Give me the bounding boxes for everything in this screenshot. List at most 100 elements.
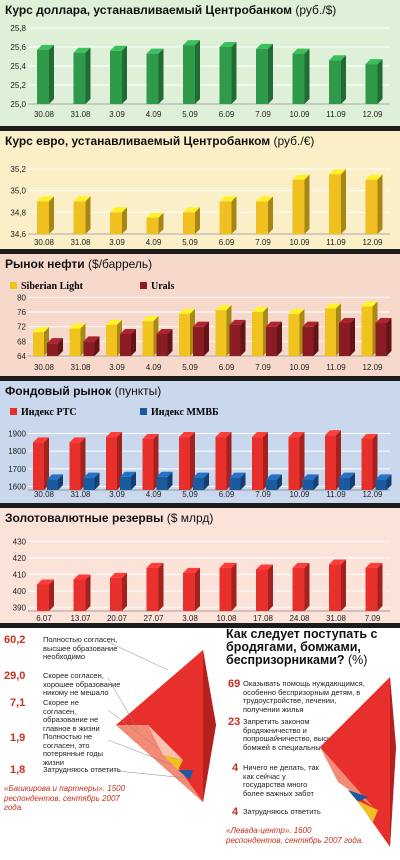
leader-line <box>108 677 139 731</box>
divider <box>0 503 400 508</box>
bar <box>219 562 237 611</box>
x-tick-label: 20.07 <box>107 614 128 623</box>
survey1-pie <box>108 641 216 802</box>
survey1-slice-1 <box>116 725 203 802</box>
survey1-label-3: Полностью не согласен, это потерянные го… <box>43 732 104 767</box>
x-tick-label: 5.09 <box>182 363 198 372</box>
bar-series-1 <box>33 327 49 356</box>
x-tick-label: 4.09 <box>146 490 162 499</box>
x-tick-label: 12.09 <box>362 110 383 119</box>
survey1-slice-4 <box>178 770 193 780</box>
survey1-slice-0 <box>203 650 216 802</box>
survey2-pie-face <box>320 677 396 847</box>
survey2-value-0: 69 <box>228 678 241 690</box>
bar <box>256 196 273 234</box>
y-tick-label: 35,2 <box>10 165 26 174</box>
divider <box>0 249 400 254</box>
bar-series-2 <box>83 472 100 490</box>
x-tick-label: 6.09 <box>219 238 235 247</box>
bar <box>146 212 164 234</box>
legend-siberian-light: Siberian Light <box>10 281 83 292</box>
y-tick-label: 64 <box>17 352 26 361</box>
bar-series-2 <box>156 471 173 490</box>
x-tick-label: 24.08 <box>289 614 310 623</box>
bar <box>110 572 127 611</box>
bar <box>37 196 54 234</box>
survey2-label-2: Ничего не делать, так как сейчас у госуд… <box>243 763 319 798</box>
survey2-value-1: 23 <box>228 716 241 728</box>
bar-series-2 <box>120 471 136 490</box>
bar <box>365 562 383 611</box>
x-tick-label: 10.09 <box>289 363 310 372</box>
leader-line <box>108 769 187 779</box>
bar-series-1 <box>361 301 378 356</box>
survey1-label-1: Скорее согласен, хорошее образование ник… <box>43 671 121 697</box>
legend-rts: Индекс РТС <box>10 407 77 418</box>
x-tick-label: 4.09 <box>146 110 162 119</box>
x-tick-label: 3.09 <box>109 110 125 119</box>
y-tick-label: 430 <box>13 537 27 546</box>
reserves-chart-title: Золотовалютные резервы ($ млрд) <box>5 511 214 525</box>
bar-series-2 <box>156 329 173 356</box>
bar <box>37 579 54 611</box>
bar-series-1 <box>215 305 232 356</box>
y-tick-label: 34,6 <box>10 230 26 239</box>
stock-panel: Фондовый рынок (пункты) Индекс РТС Индек… <box>0 381 400 503</box>
bar <box>110 45 127 104</box>
bar <box>146 48 164 104</box>
y-tick-label: 72 <box>17 323 26 332</box>
bar-series-2 <box>266 474 282 490</box>
x-tick-label: 10.09 <box>289 490 310 499</box>
bar-series-2 <box>339 472 355 490</box>
survey2-title: Как следует поступать с бродягами, бомжа… <box>226 627 378 667</box>
x-tick-label: 31.08 <box>70 238 91 247</box>
y-tick-label: 35,0 <box>10 187 26 196</box>
survey2-pie <box>320 677 396 847</box>
bar-series-2 <box>302 321 319 356</box>
bar-series-2 <box>302 474 319 490</box>
bar-series-1 <box>215 432 232 490</box>
survey2-source: «Левада-центр». 1600 респондентов, сентя… <box>226 826 364 845</box>
bar <box>73 196 91 234</box>
bar-series-2 <box>83 336 100 356</box>
x-tick-label: 31.08 <box>70 363 91 372</box>
bar <box>292 48 310 104</box>
bar <box>365 59 383 104</box>
usd-chart-title: Курс доллара, устанавливаемый Центробанк… <box>5 3 337 17</box>
y-tick-label: 76 <box>17 308 26 317</box>
x-tick-label: 11.09 <box>326 110 346 119</box>
x-tick-label: 3.09 <box>109 363 125 372</box>
x-tick-label: 7.09 <box>255 363 271 372</box>
bar-series-1 <box>179 308 195 356</box>
x-tick-label: 5.09 <box>182 238 198 247</box>
x-tick-label: 7.09 <box>255 238 271 247</box>
x-tick-label: 12.09 <box>362 490 383 499</box>
x-tick-label: 3.08 <box>182 614 198 623</box>
x-tick-label: 7.09 <box>365 614 381 623</box>
survey1-label-4: Затрудняюсь ответить <box>43 765 121 774</box>
x-tick-label: 5.09 <box>182 110 198 119</box>
eur-chart-title: Курс евро, устанавливаемый Центробанком … <box>5 134 315 148</box>
bar <box>219 42 237 104</box>
survey1-source: «Башкирова и партнеры». 1500 респонденто… <box>4 784 126 812</box>
bar-series-1 <box>252 432 268 490</box>
survey2-label-0: Оказывать помощь нуждающимся, особенно б… <box>243 679 365 714</box>
bar-series-1 <box>325 430 341 490</box>
bar-series-1 <box>288 308 305 356</box>
survey1-value-1: 29,0 <box>4 670 26 682</box>
y-tick-label: 25,6 <box>10 43 26 52</box>
bar <box>110 207 127 234</box>
bar-series-2 <box>229 319 246 356</box>
reserves-chart: 390 400 410 420 430 6.07 13.07 20.07 27.07 3.08 10… <box>13 537 390 623</box>
survey2-slice-2 <box>348 790 368 802</box>
bar-series-1 <box>106 432 122 490</box>
x-tick-label: 12.09 <box>362 238 383 247</box>
x-tick-label: 17.08 <box>253 614 274 623</box>
leader-line <box>108 709 159 749</box>
bar <box>37 44 54 104</box>
bar <box>183 567 200 611</box>
bar-series-2 <box>120 329 136 356</box>
y-tick-label: 68 <box>17 337 26 346</box>
bar-series-2 <box>339 318 355 356</box>
x-tick-label: 31.08 <box>70 490 91 499</box>
